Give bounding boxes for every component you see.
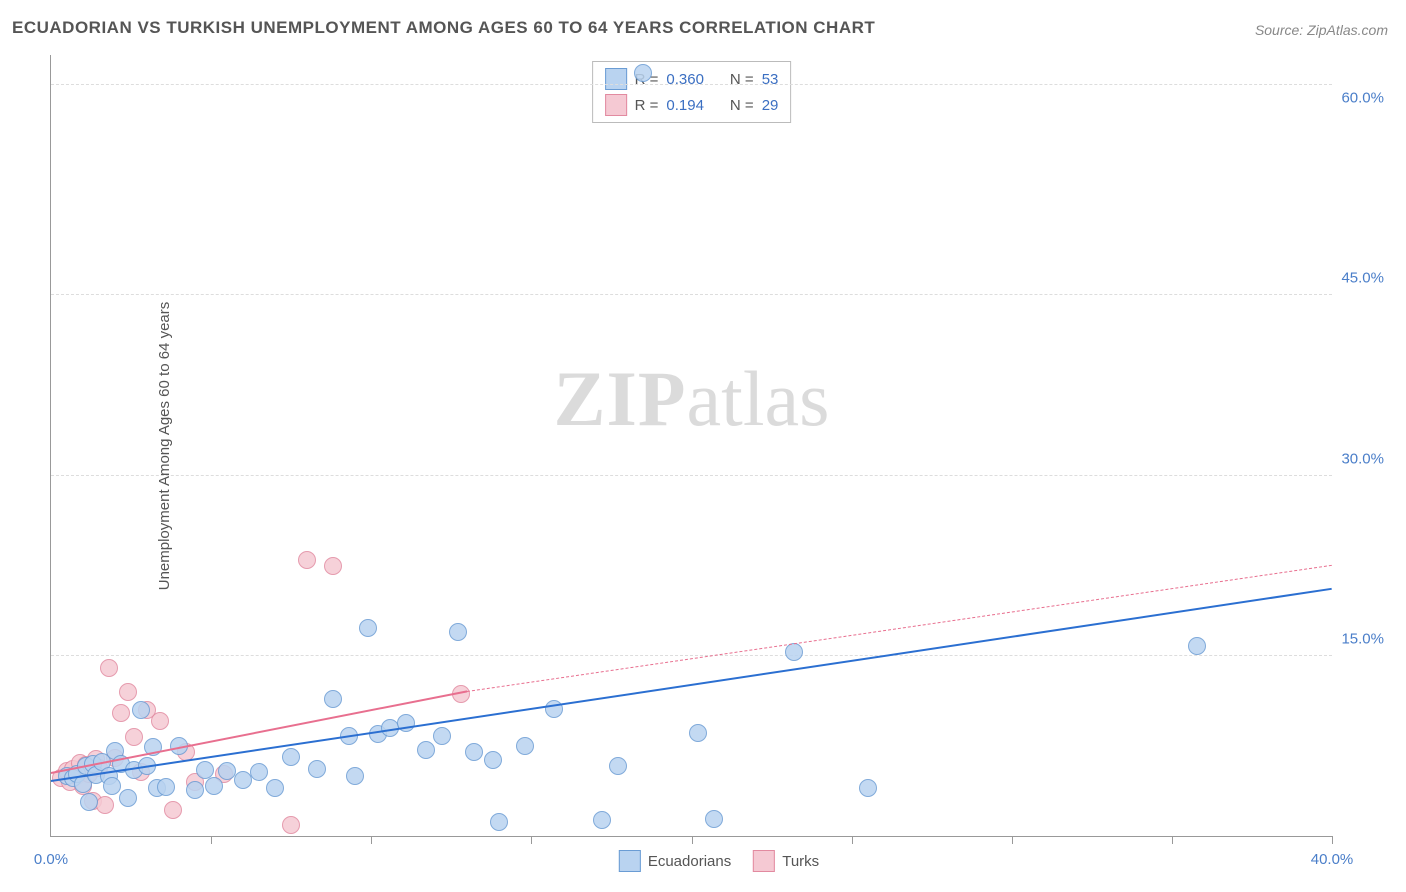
ecuadorians-point: [308, 760, 326, 778]
x-tick: [371, 836, 372, 844]
ecuadorians-point: [689, 724, 707, 742]
ecuadorians-point: [490, 813, 508, 831]
series-legend: Ecuadorians Turks: [619, 850, 819, 872]
y-tick-label: 30.0%: [1341, 450, 1384, 467]
turks-point: [282, 816, 300, 834]
ecuadorians-point: [545, 700, 563, 718]
n-label: N =: [730, 97, 754, 114]
ecuadorians-point: [186, 781, 204, 799]
ecuadorians-point: [634, 64, 652, 82]
ecuadorians-point: [346, 767, 364, 785]
chart-area: Unemployment Among Ages 60 to 64 years Z…: [50, 55, 1388, 837]
stats-row-turks: R = 0.194 N = 29: [605, 92, 779, 118]
ecuadorians-point: [433, 727, 451, 745]
ecuadorians-point: [324, 690, 342, 708]
trend-ecuadorians: [51, 588, 1332, 782]
ecuadorians-point: [205, 777, 223, 795]
y-tick-label: 15.0%: [1341, 630, 1384, 647]
ecuadorians-point: [157, 778, 175, 796]
ecuadorians-point: [484, 751, 502, 769]
x-tick: [1172, 836, 1173, 844]
ecuadorians-point: [417, 741, 435, 759]
ecuadorians-point: [449, 623, 467, 641]
ecuadorians-point: [785, 643, 803, 661]
x-tick-label: 40.0%: [1311, 851, 1354, 868]
turks-point: [100, 659, 118, 677]
x-tick-label: 0.0%: [34, 851, 68, 868]
ecuadorians-point: [593, 811, 611, 829]
ecuadorians-point: [103, 777, 121, 795]
x-tick: [1332, 836, 1333, 844]
stats-row-ecuadorians: R = 0.360 N = 53: [605, 66, 779, 92]
x-tick: [852, 836, 853, 844]
watermark-bold: ZIP: [554, 355, 687, 442]
swatch-turks-icon: [605, 94, 627, 116]
gridline: [51, 294, 1332, 295]
ecuadorians-point: [119, 789, 137, 807]
turks-point: [298, 551, 316, 569]
legend-item-turks: Turks: [753, 850, 819, 872]
swatch-turks-icon: [753, 850, 775, 872]
turks-point: [119, 683, 137, 701]
turks-point: [324, 557, 342, 575]
source-attribution: Source: ZipAtlas.com: [1255, 22, 1388, 38]
gridline: [51, 475, 1332, 476]
ecuadorians-point: [1188, 637, 1206, 655]
r-value-turks: 0.194: [666, 97, 704, 114]
watermark-light: atlas: [687, 355, 830, 442]
gridline: [51, 655, 1332, 656]
x-tick: [692, 836, 693, 844]
ecuadorians-point: [516, 737, 534, 755]
source-name: ZipAtlas.com: [1307, 22, 1388, 38]
x-tick: [1012, 836, 1013, 844]
turks-point: [125, 728, 143, 746]
y-tick-label: 45.0%: [1341, 270, 1384, 287]
legend-item-ecuadorians: Ecuadorians: [619, 850, 731, 872]
stats-legend: R = 0.360 N = 53 R = 0.194 N = 29: [592, 61, 792, 123]
r-label: R =: [635, 97, 659, 114]
source-prefix: Source:: [1255, 22, 1307, 38]
turks-point: [164, 801, 182, 819]
plot-region: ZIPatlas R = 0.360 N = 53 R = 0.194 N = …: [50, 55, 1332, 837]
legend-label-ecuadorians: Ecuadorians: [648, 853, 731, 870]
n-value-turks: 29: [762, 97, 779, 114]
turks-point: [96, 796, 114, 814]
ecuadorians-point: [705, 810, 723, 828]
ecuadorians-point: [609, 757, 627, 775]
x-tick: [211, 836, 212, 844]
ecuadorians-point: [132, 701, 150, 719]
turks-point: [112, 704, 130, 722]
trend-turks-extrapolated: [467, 565, 1332, 692]
x-tick: [531, 836, 532, 844]
ecuadorians-point: [859, 779, 877, 797]
turks-point: [151, 712, 169, 730]
ecuadorians-point: [80, 793, 98, 811]
gridline: [51, 84, 1332, 85]
chart-title: ECUADORIAN VS TURKISH UNEMPLOYMENT AMONG…: [12, 18, 875, 38]
ecuadorians-point: [266, 779, 284, 797]
watermark: ZIPatlas: [554, 354, 830, 444]
legend-label-turks: Turks: [782, 853, 819, 870]
ecuadorians-point: [359, 619, 377, 637]
swatch-ecuadorians-icon: [605, 68, 627, 90]
swatch-ecuadorians-icon: [619, 850, 641, 872]
ecuadorians-point: [250, 763, 268, 781]
ecuadorians-point: [465, 743, 483, 761]
ecuadorians-point: [282, 748, 300, 766]
y-tick-label: 60.0%: [1341, 90, 1384, 107]
